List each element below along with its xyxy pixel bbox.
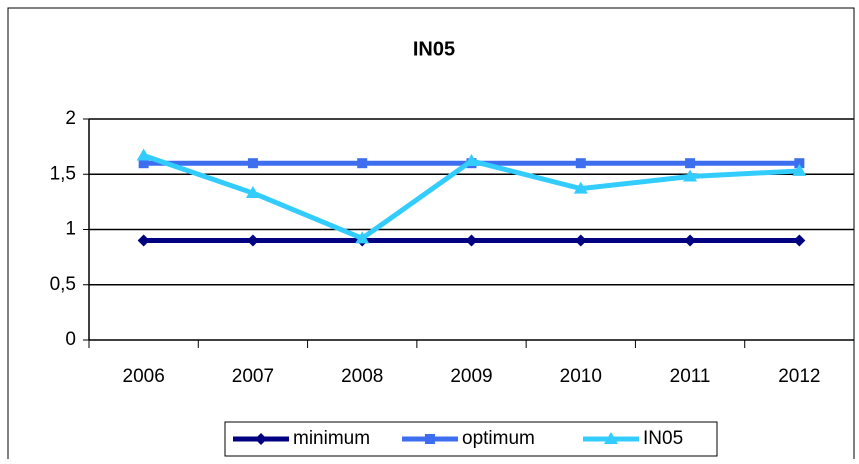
y-tick-label: 0 [65, 329, 76, 350]
marker [247, 158, 258, 169]
marker [136, 148, 151, 161]
marker [604, 432, 618, 444]
marker [138, 158, 149, 169]
marker [575, 158, 586, 169]
y-tick-label: 1 [65, 219, 76, 240]
x-tick-label: 2008 [341, 366, 383, 387]
x-tick-label: 2011 [670, 366, 711, 387]
y-tick-label: 0,5 [50, 274, 76, 295]
marker [355, 231, 370, 244]
x-tick-label: 2012 [778, 366, 820, 387]
y-tick-label: 1,5 [50, 163, 76, 184]
marker [137, 234, 150, 247]
legend-label: minimum [293, 428, 370, 449]
marker [793, 234, 806, 247]
marker [794, 158, 805, 169]
marker [573, 181, 588, 194]
marker [684, 234, 697, 247]
chart-title: IN05 [413, 38, 455, 60]
marker [792, 163, 807, 176]
y-tick-label: 2 [65, 108, 76, 129]
x-tick-label: 2007 [232, 366, 274, 387]
marker [357, 158, 368, 169]
legend-label: IN05 [643, 428, 683, 449]
marker [685, 158, 696, 169]
marker [464, 153, 479, 166]
marker [425, 434, 435, 444]
legend-label: optimum [462, 428, 535, 449]
marker [465, 234, 478, 247]
x-tick-label: 2006 [123, 366, 165, 387]
marker [255, 433, 267, 445]
chart-border [7, 7, 855, 464]
x-tick-label: 2009 [450, 366, 492, 387]
marker [246, 234, 259, 247]
marker [683, 169, 698, 182]
x-tick-label: 2010 [560, 366, 602, 387]
marker [574, 234, 587, 247]
marker [245, 186, 260, 199]
